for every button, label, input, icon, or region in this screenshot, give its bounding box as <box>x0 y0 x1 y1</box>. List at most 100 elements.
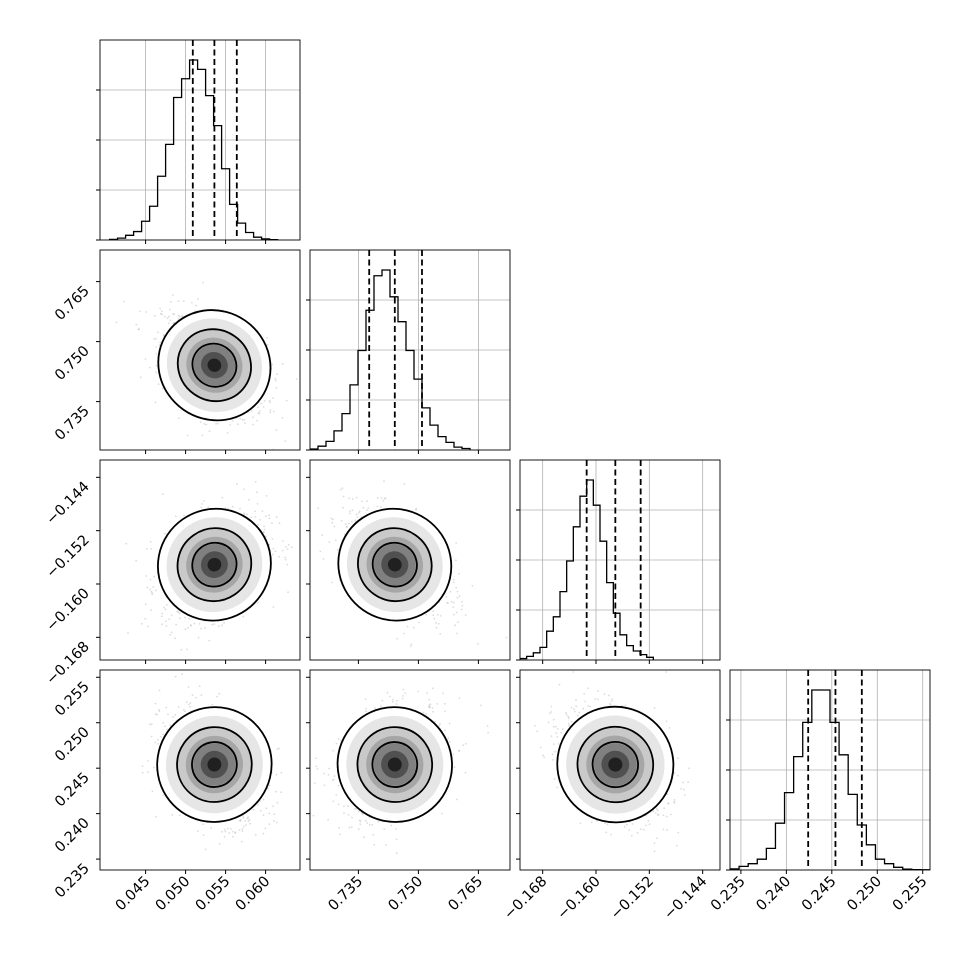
histogram-step <box>520 479 654 660</box>
scatter-point <box>149 588 152 591</box>
scatter-point <box>379 705 382 707</box>
scatter-point <box>486 725 489 727</box>
scatter-point <box>437 614 439 616</box>
scatter-point <box>244 422 246 425</box>
density-level <box>207 557 222 572</box>
scatter-point <box>195 304 198 307</box>
scatter-point <box>342 495 345 498</box>
scatter-point <box>139 310 142 313</box>
scatter-point <box>144 617 147 620</box>
scatter-point <box>189 625 192 627</box>
scatter-point <box>278 747 280 750</box>
scatter-point <box>166 604 168 606</box>
scatter-point <box>265 807 268 810</box>
scatter-point <box>319 550 322 553</box>
scatter-point <box>383 480 385 483</box>
scatter-point <box>208 639 211 642</box>
scatter-point <box>455 559 457 562</box>
scatter-point <box>165 620 167 623</box>
scatter-point <box>174 675 177 678</box>
scatter-point <box>193 622 196 625</box>
scatter-point <box>164 608 167 611</box>
scatter-panel-0-2 <box>96 459 301 664</box>
scatter-point <box>290 546 293 549</box>
scatter-point <box>207 506 210 508</box>
scatter-point <box>161 612 164 615</box>
scatter-point <box>402 695 404 697</box>
scatter-point <box>455 586 458 589</box>
scatter-point <box>452 613 455 616</box>
scatter-point <box>284 558 287 561</box>
scatter-point <box>252 808 255 811</box>
scatter-point <box>256 491 258 494</box>
scatter-point <box>356 516 359 518</box>
scatter-point <box>208 430 211 433</box>
scatter-point <box>287 591 289 594</box>
scatter-point <box>218 692 221 695</box>
scatter-point <box>144 603 147 606</box>
scatter-point <box>359 820 362 823</box>
scatter-point <box>195 696 198 699</box>
scatter-point <box>151 593 154 596</box>
scatter-point <box>346 526 348 528</box>
scatter-point <box>321 534 323 537</box>
scatter-point <box>284 556 286 559</box>
scatter-point <box>250 516 253 519</box>
scatter-point <box>157 739 159 741</box>
scatter-point <box>236 483 238 485</box>
scatter-point <box>246 513 248 516</box>
scatter-point <box>189 624 192 626</box>
scatter-point <box>448 722 451 725</box>
scatter-point <box>140 622 143 625</box>
scatter-point <box>260 402 263 405</box>
scatter-point <box>456 596 459 599</box>
scatter-point <box>141 771 144 774</box>
scatter-point <box>410 643 413 646</box>
scatter-point <box>181 315 183 317</box>
scatter-point <box>340 519 343 522</box>
scatter-point <box>339 739 342 742</box>
scatter-point <box>158 709 160 711</box>
scatter-point <box>477 642 479 645</box>
scatter-point <box>331 521 334 524</box>
scatter-point <box>243 418 246 421</box>
scatter-point <box>458 697 461 699</box>
scatter-point <box>155 364 158 367</box>
scatter-point <box>175 623 178 626</box>
scatter-point <box>159 341 162 344</box>
scatter-point <box>403 483 406 485</box>
scatter-point <box>163 334 165 336</box>
scatter-point <box>333 525 336 528</box>
scatter-point <box>232 419 234 422</box>
scatter-point <box>276 801 279 804</box>
scatter-point <box>152 586 155 588</box>
scatter-point <box>395 828 397 830</box>
scatter-point <box>344 523 347 525</box>
scatter-point <box>447 737 450 739</box>
scatter-point <box>355 496 358 499</box>
scatter-point <box>341 487 344 489</box>
scatter-point <box>237 423 239 425</box>
scatter-point <box>280 771 283 774</box>
scatter-point <box>177 610 180 613</box>
scatter-point <box>461 600 463 603</box>
scatter-point <box>176 610 179 613</box>
scatter-point <box>415 507 418 510</box>
scatter-point <box>186 648 188 651</box>
scatter-point <box>247 820 250 822</box>
scatter-point <box>177 317 180 320</box>
scatter-point <box>200 694 203 697</box>
scatter-point <box>395 703 398 705</box>
scatter-point <box>257 524 259 526</box>
scatter-point <box>162 794 165 796</box>
scatter-point <box>286 548 289 550</box>
scatter-point <box>272 547 275 550</box>
scatter-point <box>202 834 205 836</box>
scatter-point <box>349 512 351 515</box>
scatter-point <box>184 628 187 630</box>
contour-line <box>191 541 238 588</box>
contour-line <box>157 507 272 622</box>
scatter-point <box>242 825 245 828</box>
scatter-point <box>145 311 148 313</box>
scatter-point <box>170 614 173 617</box>
